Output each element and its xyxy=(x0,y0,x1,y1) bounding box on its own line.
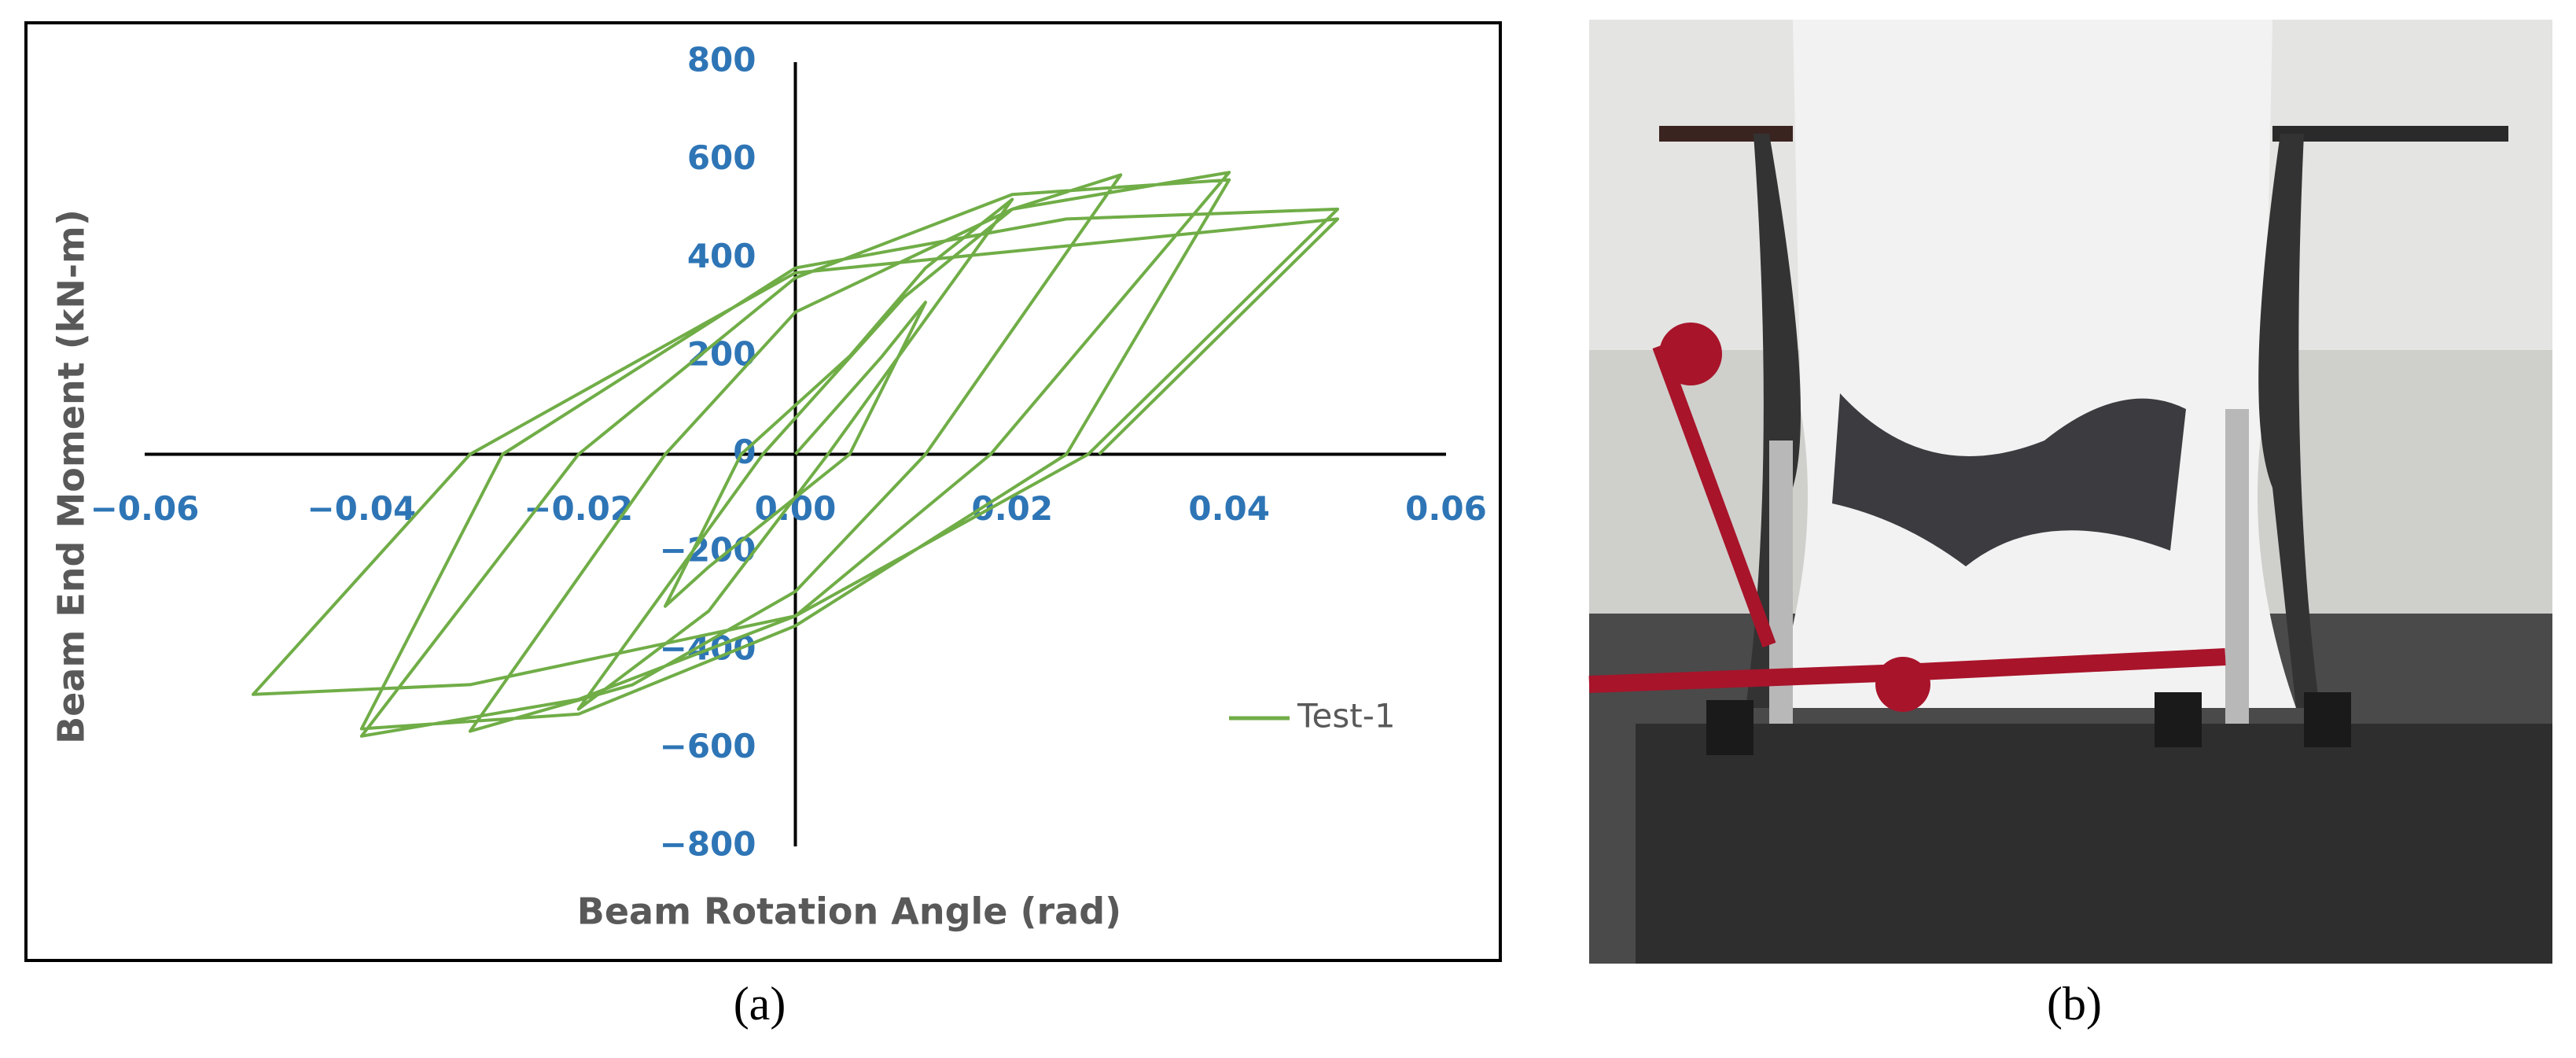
x-tick-label: 0.04 xyxy=(1188,489,1270,528)
x-axis-title: Beam Rotation Angle (rad) xyxy=(577,890,1121,933)
y-tick-label: −200 xyxy=(660,531,756,570)
x-tick-label: −0.02 xyxy=(524,489,633,528)
y-tick-label: 400 xyxy=(687,237,756,275)
caption-b: (b) xyxy=(2047,978,2102,1030)
y-axis-title: Beam End Moment (kN-m) xyxy=(50,209,93,744)
y-tick-label: −600 xyxy=(660,727,756,765)
y-tick-label: −800 xyxy=(660,825,756,864)
x-tick-label: −0.06 xyxy=(90,489,200,528)
caption-a: (a) xyxy=(734,978,786,1030)
data-line xyxy=(251,171,1340,738)
photo xyxy=(1588,20,2552,964)
chart-frame xyxy=(24,21,1502,962)
y-tick-label: 600 xyxy=(687,138,756,177)
legend-label: Test-1 xyxy=(1297,697,1396,735)
x-tick-label: −0.04 xyxy=(307,489,416,528)
x-tick-label: 0.06 xyxy=(1405,489,1487,528)
y-tick-label: 800 xyxy=(687,41,756,79)
